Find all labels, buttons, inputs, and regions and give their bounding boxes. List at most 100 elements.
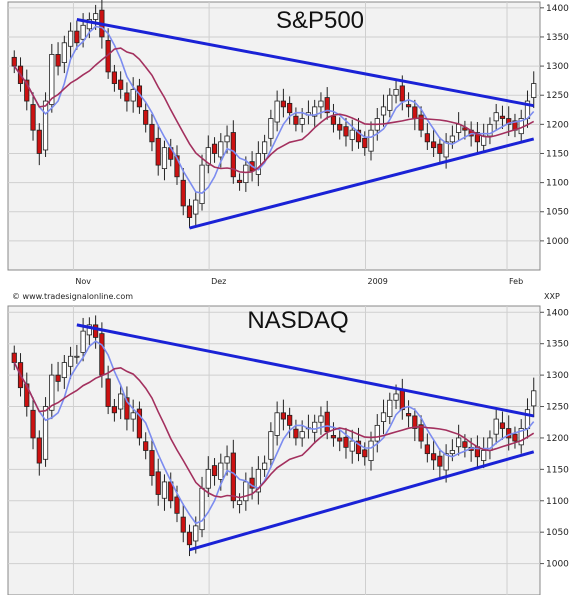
candle-down	[93, 324, 99, 338]
candle-up	[312, 421, 318, 433]
candle-up	[524, 409, 531, 429]
candle-up	[67, 30, 74, 47]
candle-down	[124, 397, 130, 420]
candle-up	[255, 468, 261, 493]
moving-average-slow	[13, 47, 535, 174]
candle-up	[199, 487, 205, 531]
candle-up	[493, 418, 499, 435]
candle-up	[481, 450, 487, 461]
candle-down	[155, 471, 161, 495]
candle-up	[49, 54, 55, 105]
candle-up	[193, 525, 199, 542]
candle-down	[36, 437, 42, 464]
candle-up	[224, 456, 230, 464]
moving-average-fast	[13, 25, 535, 194]
candle-up	[243, 164, 249, 184]
candle-down	[124, 92, 130, 102]
candle-up	[262, 462, 268, 470]
candle-up	[236, 500, 243, 505]
candle-down	[506, 428, 512, 439]
candle-down	[186, 205, 193, 218]
y-tick-label: 1150	[546, 465, 569, 475]
candle-down	[174, 496, 180, 514]
candle-down	[180, 179, 186, 207]
trend-line	[76, 323, 535, 418]
candle-down	[293, 115, 299, 125]
candle-up	[531, 390, 537, 407]
y-tick-label: 1350	[546, 340, 569, 350]
candle-down	[136, 408, 143, 439]
candle-up	[443, 141, 449, 158]
candle-up	[368, 440, 374, 461]
candle-up	[118, 393, 124, 410]
candle-down	[211, 143, 218, 154]
candle-down	[506, 118, 512, 125]
candle-up	[374, 424, 380, 442]
candle-up	[205, 147, 211, 166]
candle-up	[456, 437, 462, 448]
candle-up	[318, 100, 324, 108]
moving-average-fast	[13, 340, 535, 525]
chart-title: S&P500	[276, 7, 364, 34]
candle-up	[61, 42, 67, 63]
candle-down	[424, 133, 430, 143]
candle-up	[199, 164, 205, 204]
candle-down	[143, 441, 149, 451]
candle-down	[155, 137, 161, 166]
candle-down	[230, 452, 236, 502]
x-tick-label: 2009	[368, 277, 388, 286]
candle-up	[42, 406, 49, 460]
candle-down	[280, 100, 286, 108]
candle-up	[74, 355, 80, 358]
candle-down	[24, 79, 30, 102]
candle-up	[61, 362, 67, 379]
candle-down	[149, 123, 155, 143]
candle-down	[512, 433, 518, 442]
y-tick-label: 1250	[546, 91, 569, 101]
y-tick-label: 1000	[546, 560, 569, 570]
chart-panel-2: 1000 1050 1100 1150 1200 1250 1300 1350 1400 NASD…	[7, 305, 569, 595]
candle-down	[118, 79, 124, 90]
candle-up	[443, 453, 449, 471]
candle-up	[518, 428, 524, 446]
candle-up	[387, 399, 393, 417]
candle-down	[143, 109, 149, 125]
candle-down	[111, 71, 117, 84]
y-tick-label: 1400	[546, 4, 569, 14]
y-tick-label: 1100	[546, 497, 569, 507]
candle-down	[287, 102, 293, 114]
candle-down	[355, 129, 362, 143]
watermark-text: © www.tradesignalonline.com	[12, 292, 133, 301]
x-tick-label: Feb	[509, 277, 523, 286]
y-tick-label: 1150	[546, 149, 569, 159]
candle-down	[99, 333, 105, 376]
candle-up	[193, 199, 199, 215]
candle-down	[11, 56, 17, 67]
candle-down	[362, 449, 368, 458]
candle-down	[180, 516, 186, 533]
chart-title: NASDAQ	[247, 307, 348, 334]
candle-up	[449, 450, 455, 455]
candle-down	[111, 406, 117, 414]
candle-up	[299, 431, 305, 439]
candle-up	[380, 106, 387, 116]
candle-down	[412, 106, 418, 119]
candle-down	[499, 422, 506, 429]
candle-up	[312, 106, 318, 117]
candle-down	[24, 383, 30, 407]
candle-up	[86, 324, 92, 336]
candle-down	[499, 115, 506, 119]
candle-up	[318, 415, 324, 423]
candle-down	[418, 424, 424, 442]
candle-up	[393, 88, 399, 96]
candle-up	[299, 118, 305, 125]
candle-up	[255, 153, 261, 175]
candle-down	[293, 428, 299, 439]
candle-up	[161, 147, 168, 170]
y-tick-label: 1200	[546, 120, 569, 130]
x-tick-label: Nov	[75, 277, 91, 286]
moving-average-slow	[13, 362, 535, 499]
candle-up	[387, 94, 393, 111]
